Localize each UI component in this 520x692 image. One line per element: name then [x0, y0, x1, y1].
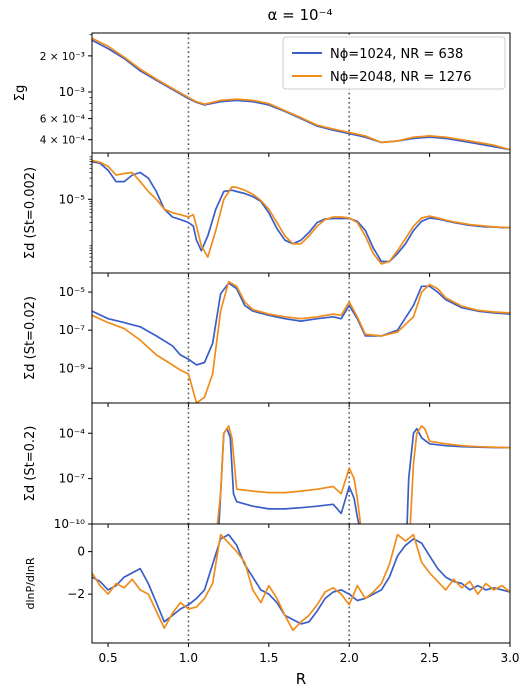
panel-4: 10⁻¹⁰ 10⁻⁷ 10⁻⁴ Σd (St=0.2): [23, 402, 511, 531]
y-axis-label: Σg: [13, 85, 28, 101]
series-line-2: [92, 280, 510, 403]
legend: Nϕ=1024, NR = 638 Nϕ=2048, NR = 1276: [282, 36, 506, 90]
y-tick-label: 4 × 10⁻⁴: [40, 135, 85, 147]
y-axis-label: dlnP/dlnR: [24, 557, 37, 609]
x-axis-label: R: [296, 670, 306, 688]
panel-frame: [91, 272, 511, 404]
y-axis-label: Σd (St=0.02): [23, 296, 38, 380]
legend-box: [282, 36, 506, 90]
panel-frame: [91, 523, 511, 644]
y-tick-label: 10⁻¹⁰: [54, 517, 85, 531]
y-axis-label: Σd (St=0.002): [23, 167, 38, 259]
chart-title: α = 10⁻⁴: [267, 6, 332, 24]
y-tick-label: 10⁻³: [59, 85, 86, 99]
panels: 4 × 10⁻⁴ 6 × 10⁻⁴ 10⁻³ 2 × 10⁻³ Σg 10⁻⁵ Σd (St…: [13, 32, 511, 647]
series-line-4: [409, 425, 510, 524]
legend-entry: Nϕ=2048, NR = 1276: [330, 70, 472, 85]
panel-5: −2 0 dlnP/dlnR: [24, 523, 511, 647]
y-tick-label: 6 × 10⁻⁴: [40, 114, 85, 126]
x-tick-label: 1.0: [179, 651, 198, 665]
series-line-1: [92, 282, 510, 366]
legend-entry: Nϕ=1024, NR = 638: [330, 47, 463, 62]
y-tick-label: 10⁻⁴: [59, 426, 86, 440]
x-tick-label: 1.5: [259, 651, 278, 665]
x-tick-label: 2.5: [420, 651, 439, 665]
panel-frame: [91, 402, 511, 525]
x-tick-label: 0.5: [99, 651, 118, 665]
x-tick-label: 3.0: [500, 651, 519, 665]
series-line-2: [406, 427, 510, 524]
y-tick-label: 2 × 10⁻³: [40, 51, 85, 63]
x-axis: 0.5 1.0 1.5 2.0 2.5 3.0: [99, 651, 520, 665]
panel-3: 10⁻⁹ 10⁻⁷ 10⁻⁵ Σd (St=0.02): [23, 272, 511, 407]
y-tick-label: 10⁻⁵: [59, 285, 86, 299]
series-line-3: [216, 425, 362, 524]
y-tick-label: 10⁻⁵: [59, 192, 86, 206]
y-tick-label: 10⁻⁷: [59, 323, 86, 337]
series-line-2: [92, 37, 510, 151]
panel-2: 10⁻⁵ Σd (St=0.002): [23, 152, 511, 277]
panel-frame: [91, 152, 511, 274]
y-tick-label: 10⁻⁹: [59, 361, 86, 375]
series-line-2: [92, 159, 510, 265]
y-axis-label: Σd (St=0.2): [23, 426, 38, 502]
y-tick-label: 0: [77, 545, 85, 559]
y-tick-label: −2: [67, 587, 85, 601]
series-line-1: [92, 533, 510, 625]
series-line-1: [92, 160, 510, 263]
y-tick-label: 10⁻⁷: [59, 472, 86, 486]
series-line-2: [92, 533, 510, 632]
series-line-1: [218, 427, 360, 524]
x-tick-label: 2.0: [340, 651, 359, 665]
